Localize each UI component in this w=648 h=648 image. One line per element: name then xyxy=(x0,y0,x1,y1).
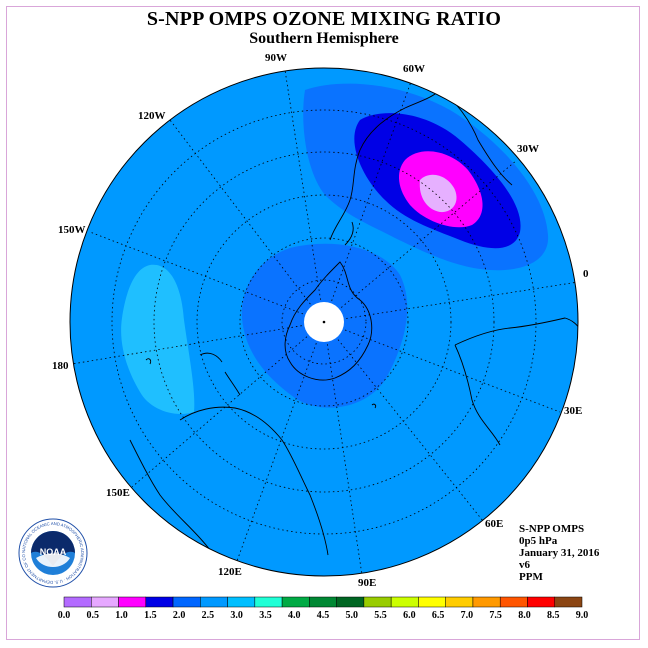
colorbar-tick-label: 9.0 xyxy=(576,610,589,621)
colorbar-swatch xyxy=(281,596,310,608)
contour-3.0-patch xyxy=(121,264,195,414)
colorbar-swatch xyxy=(145,596,174,608)
colorbar-tick-label: 8.5 xyxy=(547,610,560,621)
contour-0.5-core xyxy=(419,174,457,213)
meridians xyxy=(71,69,578,576)
colorbar-tick-label: 0.5 xyxy=(87,610,100,621)
colorbar: 0.0 0.5 1.0 1.5 2.0 2.5 3.0 3.5 4.0 4.5 5.0 5.5 6.0 6… xyxy=(58,596,589,621)
map-title: S-NPP OMPS OZONE MIXING RATIO xyxy=(146,8,502,30)
lon-label-90e: 90E xyxy=(358,577,377,589)
colorbar-tick-label: 4.0 xyxy=(288,610,301,621)
colorbar-swatch xyxy=(200,596,228,608)
colorbar-tick-label: 7.0 xyxy=(461,610,474,621)
figure-frame xyxy=(6,6,640,640)
info-block: S-NPP OMPS 0p5 hPa January 31, 2016 v6 P… xyxy=(519,523,599,583)
map-subtitle: Southern Hemisphere xyxy=(249,30,399,47)
colorbar-tick-label: 3.0 xyxy=(230,610,243,621)
lon-label-150e: 150E xyxy=(106,487,130,499)
colorbar-swatch xyxy=(172,596,201,608)
colorbar-swatch xyxy=(418,596,446,608)
colorbar-tick-label: 7.5 xyxy=(489,610,502,621)
colorbar-tick-label: 2.0 xyxy=(173,610,186,621)
lon-label-60e: 60E xyxy=(485,518,504,530)
lon-label-0: 0 xyxy=(583,268,589,280)
info-date: January 31, 2016 xyxy=(519,547,600,559)
colorbar-tick-label: 2.5 xyxy=(202,610,215,621)
colorbar-tick-label: 5.5 xyxy=(374,610,387,621)
colorbar-tick-label: 5.0 xyxy=(346,610,359,621)
info-level: 0p5 hPa xyxy=(519,535,558,547)
lon-label-120e: 120E xyxy=(218,566,242,578)
colorbar-tick-label: 1.5 xyxy=(144,610,157,621)
colorbar-tick-label: 8.0 xyxy=(518,610,531,621)
colorbar-swatch xyxy=(390,596,419,608)
colorbar-swatch xyxy=(63,596,92,608)
info-version: v6 xyxy=(519,559,530,571)
colorbar-tick-label: 1.0 xyxy=(115,610,128,621)
colorbar-tick-label: 6.0 xyxy=(403,610,416,621)
colorbar-tick-label: 6.5 xyxy=(432,610,445,621)
colorbar-swatch xyxy=(118,596,147,608)
lon-label-150w: 150W xyxy=(58,224,86,236)
colorbar-swatch xyxy=(499,596,528,608)
colorbar-swatch xyxy=(254,596,283,608)
colorbar-swatch xyxy=(363,596,392,608)
colorbar-swatch xyxy=(527,596,555,608)
lon-label-30w: 30W xyxy=(517,143,539,155)
latitude-circles xyxy=(111,109,537,535)
colorbar-swatch xyxy=(227,596,256,608)
colorbar-tick-label: 4.5 xyxy=(317,610,330,621)
colorbar-tick-label: 3.5 xyxy=(259,610,272,621)
colorbar-swatch xyxy=(336,596,365,608)
coastlines xyxy=(129,89,578,556)
colorbar-swatch xyxy=(91,596,119,608)
info-instrument: S-NPP OMPS xyxy=(519,523,585,535)
lon-label-30e: 30E xyxy=(564,405,583,417)
colorbar-tick-label: 0.0 xyxy=(58,610,71,621)
lon-label-120w: 120W xyxy=(138,110,166,122)
colorbar-swatch xyxy=(445,596,474,608)
colorbar-swatch xyxy=(554,596,583,608)
noaa-logo-text: NOAA xyxy=(40,547,67,557)
colorbar-swatch xyxy=(472,596,501,608)
noaa-logo: NATIONAL OCEANIC AND ATMOSPHERIC ADMINIS… xyxy=(18,518,88,588)
pole-point xyxy=(322,320,326,324)
info-units: PPM xyxy=(519,571,543,583)
lon-label-90w: 90W xyxy=(265,52,287,64)
colorbar-swatch xyxy=(309,596,337,608)
lon-label-60w: 60W xyxy=(403,63,425,75)
lon-label-180: 180 xyxy=(52,360,69,372)
